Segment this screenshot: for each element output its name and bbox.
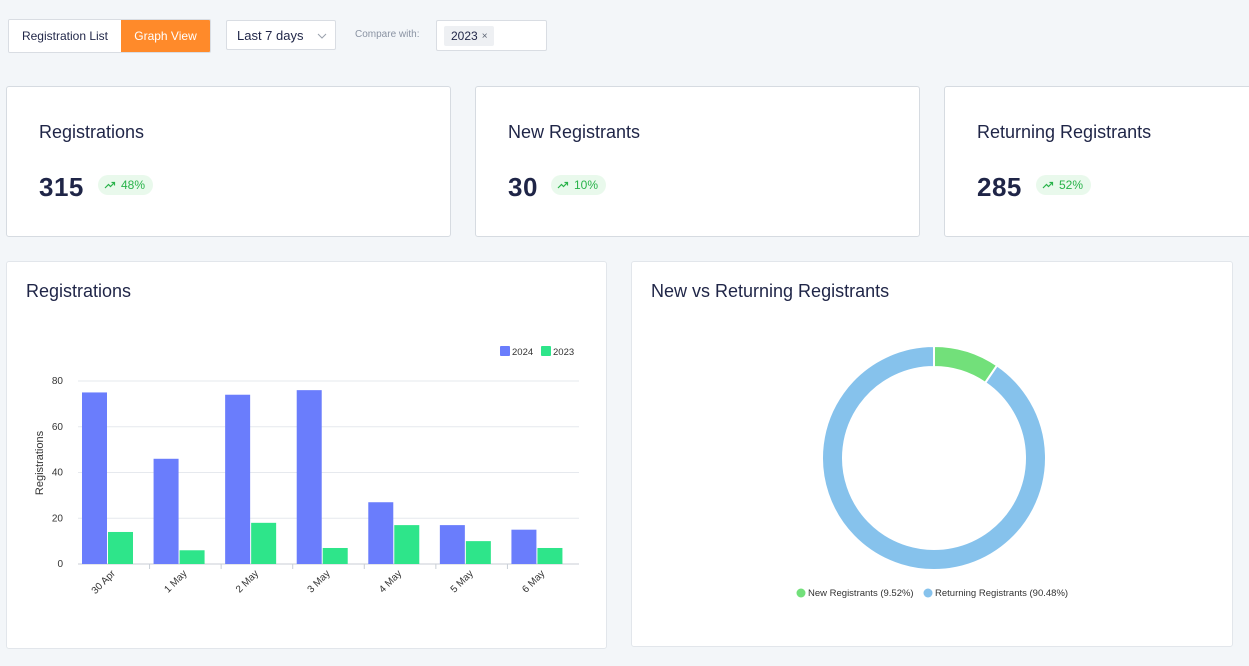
compare-tag-label: 2023 bbox=[451, 29, 478, 43]
legend-label-2024: 2024 bbox=[512, 347, 533, 358]
stat-change-badge: 52% bbox=[1036, 175, 1092, 195]
trend-up-icon bbox=[104, 181, 116, 189]
y-tick-label: 80 bbox=[52, 376, 64, 387]
stat-card-new-registrants: New Registrants 30 10% bbox=[475, 86, 920, 237]
trend-up-icon bbox=[557, 181, 569, 189]
chart-bars bbox=[82, 390, 563, 564]
x-tick-label: 2 May bbox=[234, 568, 261, 595]
stat-change-badge: 10% bbox=[551, 175, 607, 195]
chevron-down-icon bbox=[317, 33, 327, 39]
stat-card-registrations: Registrations 315 48% bbox=[6, 86, 451, 237]
y-tick-label: 20 bbox=[52, 513, 64, 524]
donut-slice-new[interactable] bbox=[933, 344, 999, 385]
y-axis-ticks: 0 20 40 60 80 bbox=[52, 376, 64, 570]
x-tick-label: 6 May bbox=[520, 568, 547, 595]
stat-title: Returning Registrants bbox=[977, 122, 1152, 142]
donut-legend[interactable]: New Registrants (9.52%) Returning Regist… bbox=[796, 588, 1069, 599]
donut-slice-returning[interactable] bbox=[821, 344, 1047, 571]
stat-change-value: 10% bbox=[574, 178, 599, 192]
x-axis-ticks: 30 Apr 1 May 2 May 3 May 4 May 5 May 6 May bbox=[90, 564, 547, 597]
bar-2023[interactable] bbox=[108, 531, 133, 564]
x-tick-label: 4 May bbox=[377, 568, 404, 595]
stat-title: New Registrants bbox=[508, 122, 641, 142]
bar-2024[interactable] bbox=[153, 458, 179, 564]
tag-remove-icon[interactable]: × bbox=[481, 30, 488, 42]
y-tick-label: 40 bbox=[52, 468, 64, 479]
legend-swatch-returning bbox=[923, 588, 933, 598]
x-tick-label: 3 May bbox=[306, 568, 333, 595]
legend-label-2023: 2023 bbox=[553, 347, 574, 358]
x-tick-label: 5 May bbox=[449, 568, 476, 595]
new-vs-returning-panel: New vs Returning Registrants New Registr… bbox=[631, 261, 1233, 647]
stat-card-returning-registrants: Returning Registrants 285 52% bbox=[944, 86, 1249, 237]
panel-title: Registrations bbox=[26, 281, 132, 301]
registration-list-button[interactable]: Registration List bbox=[9, 20, 121, 52]
stat-value: 285 bbox=[977, 172, 1022, 202]
stat-change-badge: 48% bbox=[98, 175, 154, 195]
compare-label: Compare with: bbox=[355, 29, 420, 40]
stat-value: 315 bbox=[39, 172, 84, 202]
legend-swatch-2023 bbox=[541, 346, 551, 356]
stat-value: 30 bbox=[508, 172, 538, 202]
legend-label-new: New Registrants (9.52%) bbox=[808, 588, 914, 599]
bar-2023[interactable] bbox=[251, 522, 277, 564]
graph-view-button[interactable]: Graph View bbox=[121, 20, 210, 52]
y-tick-label: 0 bbox=[57, 559, 63, 570]
stat-change-value: 52% bbox=[1059, 178, 1084, 192]
x-tick-label: 30 Apr bbox=[90, 568, 119, 597]
view-toggle: Registration List Graph View bbox=[8, 19, 211, 53]
bar-2024[interactable] bbox=[368, 502, 394, 564]
stat-title: Registrations bbox=[39, 122, 145, 142]
legend-swatch-new bbox=[796, 588, 806, 598]
donut-chart: New Registrants (9.52%) Returning Regist… bbox=[796, 344, 1069, 599]
bar-2023[interactable] bbox=[394, 525, 420, 564]
chart-legend[interactable]: 2024 2023 bbox=[500, 346, 574, 358]
date-range-select[interactable]: Last 7 days bbox=[226, 20, 336, 50]
y-tick-label: 60 bbox=[52, 422, 64, 433]
compare-select[interactable]: 2023 × bbox=[436, 20, 547, 51]
stat-change-value: 48% bbox=[121, 178, 146, 192]
bar-2023[interactable] bbox=[537, 547, 563, 564]
panel-title: New vs Returning Registrants bbox=[651, 281, 890, 301]
legend-swatch-2024 bbox=[500, 346, 510, 356]
bar-2023[interactable] bbox=[179, 550, 205, 564]
bar-2024[interactable] bbox=[439, 525, 465, 564]
donut-slices bbox=[821, 344, 1047, 571]
y-axis-label: Registrations bbox=[34, 430, 46, 495]
bar-2024[interactable] bbox=[82, 392, 107, 564]
date-range-value: Last 7 days bbox=[237, 27, 304, 43]
bar-2024[interactable] bbox=[225, 394, 251, 564]
bar-2024[interactable] bbox=[296, 390, 322, 564]
bar-2024[interactable] bbox=[511, 529, 537, 564]
bar-2023[interactable] bbox=[465, 541, 491, 564]
view-toolbar: Registration List Graph View bbox=[8, 19, 211, 53]
bar-2023[interactable] bbox=[322, 547, 348, 564]
compare-tag: 2023 × bbox=[444, 26, 494, 46]
trend-up-icon bbox=[1042, 181, 1054, 189]
legend-label-returning: Returning Registrants (90.48%) bbox=[935, 588, 1068, 599]
chart-gridlines bbox=[78, 380, 579, 565]
registrations-chart-panel: Registrations 0 20 40 60 80 30 Apr 1 May 2 May… bbox=[6, 261, 607, 649]
bar-chart: 0 20 40 60 80 30 Apr 1 May 2 May 3 May 4 May 5 Ma… bbox=[34, 346, 579, 597]
x-tick-label: 1 May bbox=[162, 568, 189, 595]
